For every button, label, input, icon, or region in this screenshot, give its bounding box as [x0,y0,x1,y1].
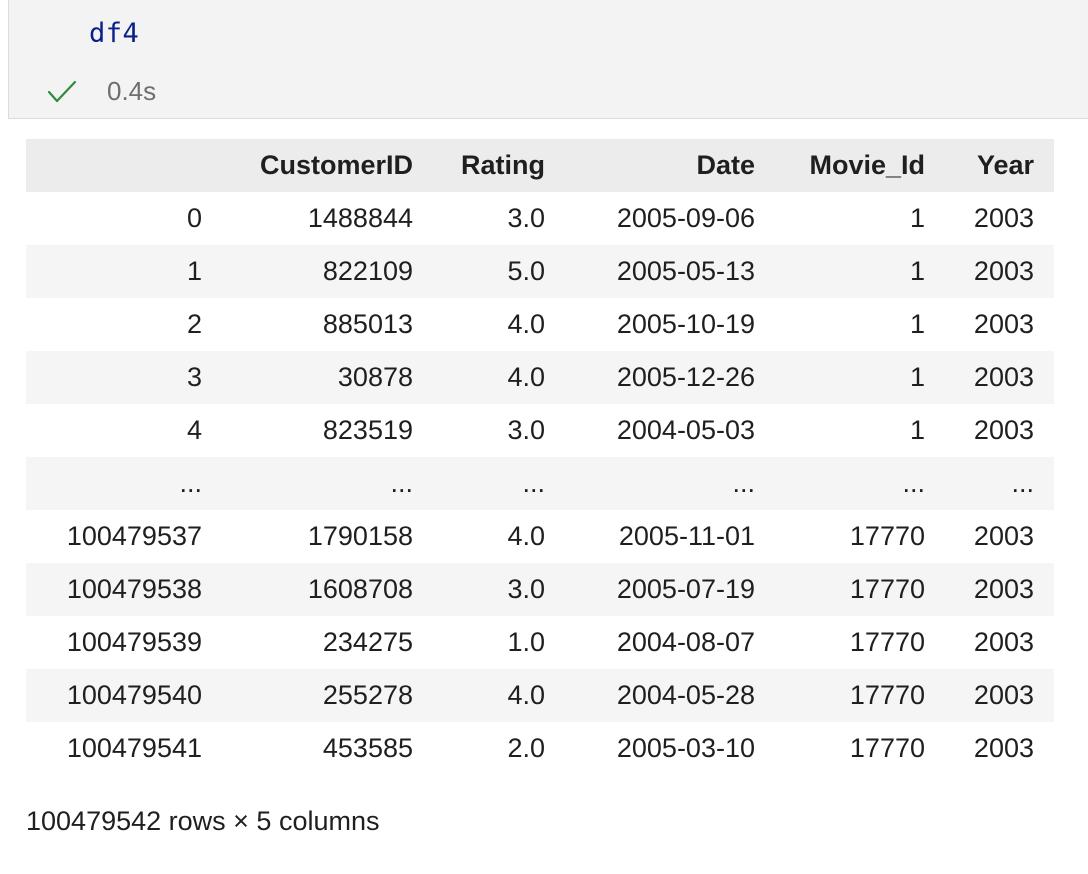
execution-time: 0.4s [107,76,157,106]
row-index: 4 [186,415,202,445]
row-index: 100479538 [66,574,202,604]
cell-customerid: 30878 [337,362,413,392]
column-header-rating: Rating [461,150,545,180]
cell-date: 2004-05-03 [616,415,755,445]
cell-year: 2003 [973,680,1034,710]
cell-rating: 4.0 [507,521,545,551]
column-header-customerid: CustomerID [259,150,413,180]
cell-year: ... [1011,468,1034,498]
cell-customerid: 885013 [322,309,413,339]
dataframe-shape-summary: 100479542 rows × 5 columns [26,806,380,836]
cell-movie-id: 17770 [849,574,925,604]
cell-date: 2005-09-06 [616,203,755,233]
table-row: 100479537 1790158 4.0 2005-11-01 17770 2… [26,510,1054,563]
cell-movie-id: 1 [909,256,925,286]
cell-rating: 3.0 [507,574,545,604]
cell-rating: 4.0 [507,362,545,392]
row-index: 1 [186,256,202,286]
column-header-index [26,139,222,192]
cell-customerid: 255278 [322,680,413,710]
row-index: 100479539 [66,627,202,657]
cell-movie-id: 1 [909,415,925,445]
cell-rating: 4.0 [507,680,545,710]
cell-year: 2003 [973,256,1034,286]
cell-year: 2003 [973,733,1034,763]
row-index: 0 [186,203,202,233]
cell-date: 2005-03-10 [616,733,755,763]
row-index: 100479541 [66,733,202,763]
cell-rating: ... [522,468,545,498]
cell-movie-id: 1 [909,203,925,233]
table-row: 0 1488844 3.0 2005-09-06 1 2003 [26,192,1054,245]
cell-date: 2005-10-19 [616,309,755,339]
cell-customerid: 1790158 [307,521,413,551]
table-row: 100479540 255278 4.0 2004-05-28 17770 20… [26,669,1054,722]
column-header-movie-id: Movie_Id [809,150,925,180]
cell-customerid: 453585 [322,733,413,763]
cell-movie-id: 17770 [849,680,925,710]
cell-year: 2003 [973,627,1034,657]
cell-year: 2003 [973,309,1034,339]
cell-rating: 4.0 [507,309,545,339]
cell-rating: 5.0 [507,256,545,286]
cell-date: 2005-12-26 [616,362,755,392]
cell-customerid: 234275 [322,627,413,657]
table-row: 4 823519 3.0 2004-05-03 1 2003 [26,404,1054,457]
cell-movie-id: 17770 [849,733,925,763]
cell-movie-id: 1 [909,362,925,392]
cell-date: 2005-07-19 [616,574,755,604]
cell-movie-id: 17770 [849,521,925,551]
cell-movie-id: 17770 [849,627,925,657]
table-row: 1 822109 5.0 2005-05-13 1 2003 [26,245,1054,298]
row-index: 2 [186,309,202,339]
table-row: 2 885013 4.0 2005-10-19 1 2003 [26,298,1054,351]
cell-customerid: 1608708 [307,574,413,604]
cell-date: 2005-05-13 [616,256,755,286]
cell-customerid: 823519 [322,415,413,445]
cell-year: 2003 [973,415,1034,445]
cell-customerid: ... [390,468,413,498]
row-index: 100479537 [66,521,202,551]
table-row-ellipsis: ... ... ... ... ... ... [26,457,1054,510]
table-row: 3 30878 4.0 2005-12-26 1 2003 [26,351,1054,404]
cell-year: 2003 [973,362,1034,392]
cell-rating: 3.0 [507,415,545,445]
cell-date: ... [732,468,755,498]
cell-date: 2005-11-01 [618,521,755,551]
cell-output: CustomerID Rating Date Movie_Id Year 0 1… [26,139,1054,775]
cell-year: 2003 [973,574,1034,604]
cell-customerid: 822109 [322,256,413,286]
execution-status: 0.4s [47,76,156,107]
cell-movie-id: 1 [909,309,925,339]
cell-customerid: 1488844 [307,203,413,233]
column-header-year: Year [976,150,1034,180]
cell-year: 2003 [973,203,1034,233]
cell-rating: 2.0 [507,733,545,763]
column-header-date: Date [696,150,755,180]
check-icon [47,80,77,104]
dataframe-table: CustomerID Rating Date Movie_Id Year 0 1… [26,139,1054,775]
code-editor-line[interactable]: df4 [89,18,140,49]
cell-movie-id: ... [902,468,925,498]
row-index: 100479540 [66,680,202,710]
cell-year: 2003 [973,521,1034,551]
row-index: 3 [186,362,202,392]
table-row: 100479538 1608708 3.0 2005-07-19 17770 2… [26,563,1054,616]
cell-rating: 1.0 [507,627,545,657]
table-header-row: CustomerID Rating Date Movie_Id Year [26,139,1054,192]
cell-date: 2004-05-28 [616,680,755,710]
cell-rating: 3.0 [507,203,545,233]
table-row: 100479539 234275 1.0 2004-08-07 17770 20… [26,616,1054,669]
cell-date: 2004-08-07 [616,627,755,657]
code-cell[interactable]: df4 0.4s [8,0,1088,119]
row-index: ... [179,468,202,498]
table-row: 100479541 453585 2.0 2005-03-10 17770 20… [26,722,1054,775]
